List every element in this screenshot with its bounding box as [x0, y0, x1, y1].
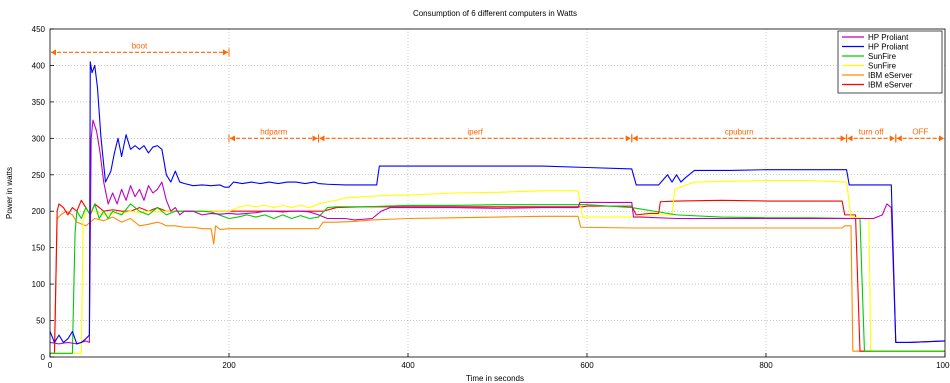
y-tick-label: 250 [32, 171, 46, 180]
series-lines [49, 61, 946, 354]
phase-arrow-head [312, 135, 318, 142]
series-line-1 [49, 119, 946, 345]
chart-title: Consumption of 6 different computers in … [413, 9, 577, 18]
y-tick-label: 50 [36, 317, 45, 326]
phase-label: boot [132, 41, 148, 50]
legend-label: HP Proliant [868, 33, 909, 42]
series-line-5 [50, 210, 945, 354]
phase-annotations: boot hdparm iperf cpuburn turn off OFF [51, 41, 944, 143]
legend-label: IBM eServer [868, 71, 913, 80]
legend-label: SunFire [868, 62, 897, 71]
y-tick-label: 300 [32, 134, 46, 143]
phase-arrow-head [840, 135, 846, 142]
phase-arrow-head [889, 135, 895, 142]
legend-label: SunFire [868, 52, 897, 61]
legend-label: IBM eServer [868, 81, 913, 90]
phase-arrow-head [847, 135, 853, 142]
phase-arrow-head [51, 49, 56, 56]
series-line-3 [50, 203, 945, 354]
y-tick-label: 0 [41, 353, 46, 362]
phase-label: cpuburn [725, 127, 754, 136]
series-line-2 [49, 61, 946, 345]
phase-arrow-head [632, 135, 638, 142]
y-axis-title: Power in watts [5, 167, 14, 219]
y-tick-label: 150 [32, 244, 46, 253]
phase-label: hdparm [260, 127, 287, 136]
phase-arrow-head [223, 49, 228, 56]
y-tick-label: 200 [32, 207, 46, 216]
plot-frame [49, 28, 946, 358]
phase-label: iperf [467, 127, 483, 136]
phase-arrow-head [939, 135, 944, 142]
y-tick-label: 450 [32, 25, 46, 34]
x-tick-label: 800 [759, 361, 773, 370]
y-tick-label: 350 [32, 98, 46, 107]
phase-arrow-head [625, 135, 631, 142]
x-tick-label: 200 [222, 361, 236, 370]
x-tick-label: 400 [401, 361, 415, 370]
phase-label: OFF [912, 127, 928, 136]
legend-label: HP Proliant [868, 43, 909, 52]
y-tick-label: 100 [32, 280, 46, 289]
phase-arrow-head [319, 135, 325, 142]
x-tick-label: 0 [48, 361, 53, 370]
phase-arrow-head [230, 135, 235, 142]
x-tick-label: 600 [580, 361, 594, 370]
x-axis-title: Time in seconds [466, 374, 524, 383]
legend-box [837, 30, 943, 94]
phase-label: turn off [859, 127, 885, 136]
series-line-4 [50, 180, 945, 354]
phase-arrow-head [896, 135, 902, 142]
y-tick-label: 400 [32, 61, 46, 70]
